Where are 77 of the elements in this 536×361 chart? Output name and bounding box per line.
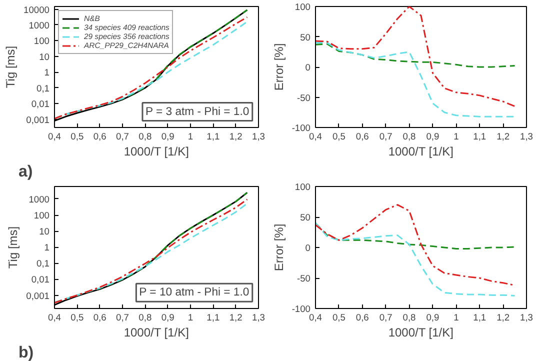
x-tick-label: 0,5: [332, 132, 346, 142]
x-tick-label: 1,2: [229, 312, 242, 322]
x-tick-label: 1,1: [473, 312, 486, 322]
x-tick-label: 0,5: [70, 132, 84, 142]
y-tick-label: -50: [297, 274, 310, 284]
y-tick-label: 10: [39, 52, 50, 62]
y-tick-label: -100: [292, 304, 310, 314]
y-tick-label: 1000: [28, 194, 50, 204]
y-axis-title: Tig [ms]: [4, 46, 18, 88]
x-tick-label: 0,6: [93, 132, 106, 142]
x-tick-label: 1,2: [229, 132, 242, 142]
text: b): [18, 344, 34, 361]
annotation: P = 10 atm - Phi = 1.0: [139, 286, 250, 299]
y-tick-label: 10: [39, 226, 50, 237]
x-tick-label: 0,8: [138, 312, 152, 322]
x-tick-label: 0,6: [356, 132, 369, 142]
y-tick-label: 100: [294, 2, 311, 12]
x-tick-label: 0,7: [379, 132, 392, 142]
x-tick-label: 0,5: [70, 312, 84, 322]
x-tick-label: 0,9: [426, 132, 440, 142]
y-tick-label: 0: [305, 62, 311, 72]
x-tick-label: 0,6: [356, 312, 369, 322]
x-tick-label: 1,2: [496, 312, 510, 322]
x-tick-label: 0,9: [161, 312, 174, 322]
x-tick-label: 0,8: [138, 132, 152, 142]
y-tick-label: 0: [305, 243, 311, 253]
x-tick-label: 0,6: [93, 312, 106, 322]
y-tick-label: -100: [292, 123, 310, 133]
x-tick-label: 1,2: [496, 132, 510, 142]
x-tick-label: 0,8: [402, 132, 416, 142]
y-tick-label: 50: [300, 32, 311, 42]
x-tick-label: 1,1: [206, 312, 220, 322]
x-tick-label: 1,3: [252, 312, 265, 322]
x-tick-label: 0,4: [48, 132, 61, 142]
y-tick-label: 50: [300, 212, 311, 222]
x-axis-title: 1000/T [1/K]: [124, 326, 189, 340]
x-tick-label: 0,8: [402, 312, 416, 322]
y-axis-title: Error [%]: [272, 224, 286, 272]
y-tick-label: 0,001: [26, 290, 50, 301]
x-tick-label: 1,3: [252, 132, 265, 142]
x-tick-label: 1,3: [520, 132, 533, 142]
x-axis-title: 1000/T [1/K]: [388, 326, 454, 340]
x-axis-title: 1000/T [1/K]: [388, 144, 454, 158]
x-axis-title: 1000/T [1/K]: [124, 144, 189, 158]
y-tick-label: 1: [44, 242, 50, 253]
y-tick-label: 0,01: [31, 274, 50, 285]
y-tick-label: 10000: [24, 4, 50, 15]
x-tick-label: 1: [188, 132, 194, 142]
x-tick-label: 0,7: [116, 132, 129, 142]
y-tick-label: 0,01: [31, 99, 50, 110]
y-tick-label: -50: [297, 92, 310, 103]
x-tick-label: 0,5: [332, 312, 346, 322]
y-tick-label: 1000: [28, 20, 50, 30]
x-tick-label: 0,4: [48, 312, 61, 322]
text: a): [18, 164, 33, 180]
x-tick-label: 0,7: [116, 312, 129, 322]
x-tick-label: 1,1: [206, 132, 220, 142]
x-tick-label: 0,9: [161, 132, 174, 142]
x-tick-label: 0,4: [309, 132, 322, 142]
x-tick-label: 0,9: [426, 312, 440, 322]
y-tick-label: 0,1: [36, 83, 50, 94]
y-tick-label: 100: [34, 36, 50, 46]
y-tick-label: 0,1: [36, 258, 50, 269]
annotation: P = 3 atm - Phi = 1.0: [145, 106, 250, 118]
x-tick-label: 0,4: [309, 312, 322, 322]
x-tick-label: 1,3: [520, 312, 533, 322]
y-axis-title: Error [%]: [272, 43, 286, 91]
x-tick-label: 1: [188, 312, 194, 322]
x-tick-label: 0,7: [379, 312, 392, 322]
x-tick-label: 1: [454, 312, 459, 322]
x-tick-label: 1,1: [473, 132, 486, 142]
x-tick-label: 1: [454, 132, 459, 142]
y-tick-label: 0,001: [26, 114, 50, 125]
y-axis-title: Tig [ms]: [6, 226, 20, 269]
y-tick-label: 100: [34, 210, 50, 221]
y-tick-label: 1: [44, 68, 50, 78]
y-tick-label: 100: [294, 182, 311, 192]
